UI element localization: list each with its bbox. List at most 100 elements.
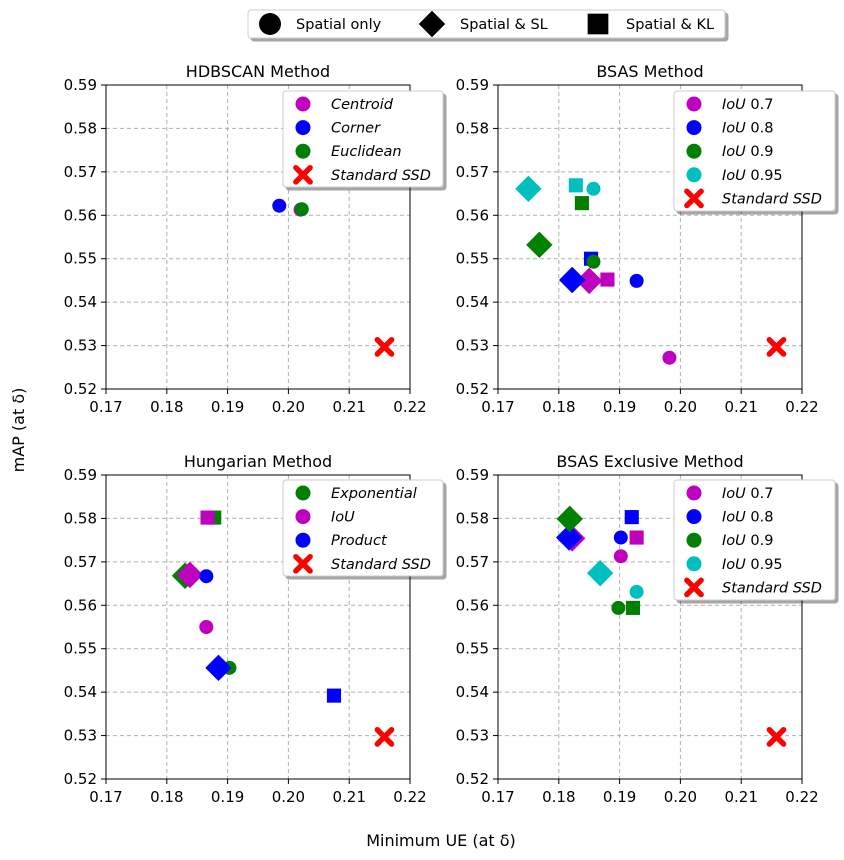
data-point-x (766, 337, 787, 357)
x-tick-label: 0.21 (724, 398, 757, 416)
axes-frame (105, 474, 411, 780)
data-point-circle (272, 198, 287, 213)
subplot-legend: IoU 0.7 IoU 0.8 IoU 0.9 IoU 0.95 Standard SS… (673, 90, 836, 212)
legend-label: IoU 0.8 (722, 121, 773, 137)
data-point-diamond (515, 175, 542, 202)
legend-label: Exponential (331, 486, 417, 502)
x-tick-label: 0.17 (89, 398, 122, 416)
subplot-legend: Centroid Corner Euclidean Standard SSD (282, 90, 444, 188)
x-tick-label: 0.18 (150, 788, 183, 806)
y-tick-label: 0.57 (64, 163, 97, 181)
y-tick-label: 0.52 (64, 770, 97, 788)
legend-marker-circle (686, 532, 702, 548)
data-point-square (600, 272, 615, 287)
legend-label: IoU 0.95 (722, 557, 783, 573)
y-tick-label: 0.59 (64, 466, 97, 484)
data-point-square (629, 530, 644, 545)
legend-marker-x (684, 188, 704, 209)
x-tick-label: 0.17 (481, 398, 514, 416)
data-point-diamond (176, 561, 204, 589)
data-point-square (574, 196, 589, 211)
data-point-square (568, 178, 583, 193)
data-point-circle (294, 202, 309, 217)
legend-marker-x (293, 553, 313, 574)
top-legend-label: Spatial & SL (460, 17, 548, 33)
subplot-2: 0.17 0.18 0.19 0.20 0.21 0.22 0.52 0.53 0.54 0.55… (456, 62, 836, 416)
x-tick-label: 0.18 (150, 398, 183, 416)
y-tick-label: 0.55 (64, 640, 97, 658)
y-tick-label: 0.52 (64, 380, 97, 398)
y-tick-label: 0.53 (456, 337, 489, 355)
legend-label: IoU 0.7 (722, 486, 773, 502)
legend-marker-circle (686, 509, 702, 525)
x-tick-label: 0.20 (664, 788, 697, 806)
data-point-circle (613, 549, 628, 564)
x-tick-label: 0.20 (664, 398, 697, 416)
data-point-circle (662, 350, 677, 365)
top-legend-label: Spatial & KL (626, 17, 714, 33)
legend-label: Standard SSD (722, 191, 822, 207)
data-point-square (625, 600, 641, 615)
x-tick-label: 0.19 (211, 788, 244, 806)
y-tick-label: 0.59 (456, 466, 489, 484)
y-tick-label: 0.59 (64, 76, 97, 94)
y-tick-label: 0.57 (64, 553, 97, 571)
y-tick-label: 0.55 (456, 250, 489, 268)
legend-label: IoU 0.95 (722, 168, 783, 184)
top-legend-diamond-icon (418, 10, 446, 38)
subplot-legend: Exponential IoU Product Standard SSD (282, 479, 444, 577)
subplot-title: BSAS Exclusive Method (556, 452, 743, 471)
x-tick-label: 0.20 (272, 788, 305, 806)
x-tick-label: 0.19 (603, 788, 636, 806)
x-tick-label: 0.20 (272, 398, 305, 416)
legend-marker-circle (686, 556, 702, 572)
axes-frame (105, 84, 411, 390)
legend-marker-circle (686, 96, 702, 112)
y-tick-label: 0.52 (456, 770, 489, 788)
top-legend-square-icon (587, 13, 609, 35)
data-point-circle (586, 181, 601, 196)
x-tick-label: 0.22 (785, 398, 818, 416)
x-tick-label: 0.22 (785, 788, 818, 806)
subplot-1: 0.17 0.18 0.19 0.20 0.21 0.22 0.52 0.53 0.54 0.55… (64, 62, 444, 416)
y-tick-label: 0.54 (456, 293, 489, 311)
y-tick-label: 0.56 (456, 596, 489, 614)
y-tick-label: 0.56 (64, 206, 97, 224)
figure-ylabel: mAP (at δ) (9, 388, 28, 473)
subplot-title: HDBSCAN Method (186, 62, 330, 81)
legend-marker-circle (295, 120, 311, 136)
y-tick-label: 0.54 (456, 683, 489, 701)
legend-label: IoU 0.7 (722, 97, 773, 113)
y-tick-label: 0.58 (64, 119, 97, 137)
y-tick-label: 0.53 (64, 337, 97, 355)
legend-label: IoU 0.8 (722, 510, 773, 526)
legend-marker-circle (295, 143, 311, 159)
y-tick-label: 0.53 (64, 727, 97, 745)
legend-label: IoU 0.9 (722, 533, 773, 549)
legend-label: Product (331, 533, 388, 549)
y-tick-label: 0.53 (456, 727, 489, 745)
legend-label: Standard SSD (331, 168, 431, 184)
top-legend-label: Spatial only (296, 17, 382, 33)
x-tick-label: 0.21 (724, 788, 757, 806)
y-tick-label: 0.57 (456, 163, 489, 181)
data-point-diamond (556, 505, 583, 533)
data-point-diamond (586, 559, 614, 587)
y-tick-label: 0.57 (456, 553, 489, 571)
data-points (272, 198, 395, 357)
data-point-square (326, 688, 342, 703)
subplot-title: BSAS Method (596, 62, 703, 81)
subplot-title: Hungarian Method (184, 452, 332, 471)
y-tick-label: 0.58 (64, 509, 97, 527)
y-tick-label: 0.59 (456, 76, 489, 94)
legend-label: IoU 0.9 (722, 144, 773, 160)
top-legend: Spatial only Spatial & SL Spatial & KL (247, 9, 726, 39)
x-tick-label: 0.21 (332, 398, 365, 416)
x-tick-label: 0.18 (542, 788, 575, 806)
legend-label: Standard SSD (331, 557, 431, 573)
x-tick-label: 0.22 (393, 788, 426, 806)
y-tick-label: 0.52 (456, 380, 489, 398)
x-tick-label: 0.21 (332, 788, 365, 806)
x-tick-label: 0.22 (393, 398, 426, 416)
